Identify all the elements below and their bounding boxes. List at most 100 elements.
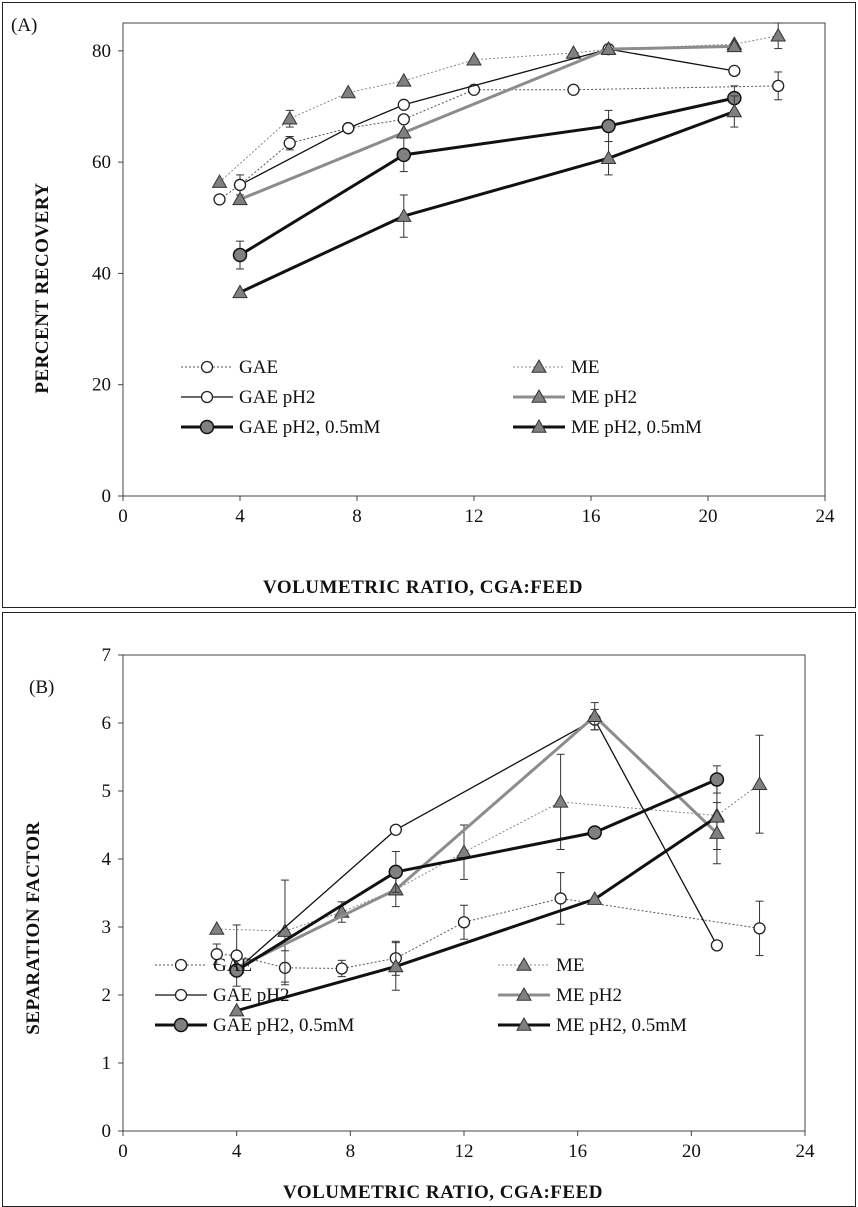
legend-label: ME xyxy=(571,357,600,378)
legend-item: GAE pH2 xyxy=(155,985,290,1006)
data-point xyxy=(395,208,412,222)
legend-swatch-marker xyxy=(516,1016,532,1031)
data-point xyxy=(232,191,248,206)
plot-area-b xyxy=(122,654,806,1132)
x-tick-label: 0 xyxy=(118,506,128,527)
y-tick-label: 7 xyxy=(102,645,112,666)
legend-label: ME pH2 xyxy=(571,387,637,408)
legend-label: GAE pH2 xyxy=(239,387,316,408)
x-tick-label: 16 xyxy=(568,1141,587,1162)
data-point xyxy=(388,864,404,880)
series-line xyxy=(219,85,779,200)
series-line xyxy=(236,718,718,971)
y-axis-title-a: PERCENT RECOVERY xyxy=(32,182,53,393)
legend-swatch-marker xyxy=(531,418,547,433)
y-tick-label: 6 xyxy=(102,713,112,734)
legend-label: GAE pH2, 0.5mM xyxy=(213,1015,355,1036)
data-point xyxy=(709,808,725,823)
x-tick-label: 4 xyxy=(232,1141,242,1162)
data-point xyxy=(552,793,569,808)
data-point xyxy=(586,708,603,722)
data-point xyxy=(395,72,412,87)
series-5 xyxy=(229,765,725,978)
legend-swatch-marker xyxy=(531,358,547,373)
series-5 xyxy=(232,85,742,270)
data-point xyxy=(457,916,471,929)
data-point xyxy=(600,41,617,55)
series-6 xyxy=(232,95,743,299)
series-line xyxy=(216,783,760,932)
y-tick-label: 0 xyxy=(102,1121,112,1142)
x-axis-title-b: VOLUMETRIC RATIO, CGA:FEED xyxy=(283,1182,603,1203)
legend-item: GAE xyxy=(155,955,252,976)
x-tick-label: 4 xyxy=(235,506,245,527)
y-axis-title-b: SEPARATION FACTOR xyxy=(23,821,44,1034)
series-1 xyxy=(213,71,785,206)
y-tick-label: 1 xyxy=(102,1053,112,1074)
chart-a-svg: (A) VOLUMETRIC RATIO, CGA:FEED PERCENT R… xyxy=(11,15,836,598)
series-line xyxy=(236,815,718,1013)
data-point xyxy=(389,823,402,836)
legend-swatch-marker xyxy=(516,986,532,1001)
chart-panel-b: (B) VOLUMETRIC RATIO, CGA:FEED SEPARATIO… xyxy=(2,612,856,1207)
y-tick-label: 20 xyxy=(92,375,111,396)
x-tick-label: 24 xyxy=(796,1141,816,1162)
legend-item: ME pH2 xyxy=(513,387,637,408)
chart-panel-a: (A) VOLUMETRIC RATIO, CGA:FEED PERCENT R… xyxy=(2,2,856,608)
data-point xyxy=(466,51,482,66)
x-tick-label: 8 xyxy=(352,506,362,527)
data-point xyxy=(567,83,580,96)
y-tick-label: 4 xyxy=(102,849,112,870)
data-point xyxy=(335,962,348,975)
series-line xyxy=(239,48,735,186)
data-point xyxy=(753,922,766,935)
x-tick-label: 20 xyxy=(699,506,718,527)
x-tick-label: 12 xyxy=(455,1141,474,1162)
legend-label: GAE xyxy=(239,357,278,378)
data-point xyxy=(277,923,293,937)
data-point xyxy=(710,939,724,952)
data-point xyxy=(772,79,785,93)
data-point xyxy=(211,174,228,188)
x-tick-label: 16 xyxy=(582,506,601,527)
legend-item: ME pH2, 0.5mM xyxy=(513,417,702,438)
data-point xyxy=(396,147,412,163)
series-line xyxy=(236,714,718,970)
data-point xyxy=(456,844,472,858)
y-tick-label: 2 xyxy=(102,985,112,1006)
y-tick-label: 60 xyxy=(92,152,111,173)
legend-item: GAE pH2, 0.5mM xyxy=(155,1015,355,1036)
panel-label-b: (B) xyxy=(29,677,54,698)
legend-label: ME pH2, 0.5mM xyxy=(571,417,702,438)
data-point xyxy=(751,776,768,790)
x-tick-label: 8 xyxy=(346,1141,356,1162)
data-point xyxy=(283,137,296,150)
data-point xyxy=(232,284,248,299)
legend-item: ME pH2 xyxy=(498,985,622,1006)
legend-swatch-marker xyxy=(174,958,188,972)
series-4 xyxy=(232,38,743,206)
legend-swatch-marker xyxy=(199,419,215,435)
data-point xyxy=(554,892,567,905)
data-point xyxy=(726,38,743,53)
series-line xyxy=(239,44,735,201)
x-tick-label: 20 xyxy=(682,1141,701,1162)
legend-item: ME xyxy=(513,357,600,378)
series-3 xyxy=(233,43,741,196)
y-tick-label: 5 xyxy=(102,781,112,802)
x-tick-label: 0 xyxy=(118,1141,128,1162)
legend-item: GAE pH2, 0.5mM xyxy=(181,417,381,438)
data-point xyxy=(208,921,225,935)
legend-label: GAE pH2, 0.5mM xyxy=(239,417,381,438)
legend-item: GAE pH2 xyxy=(181,387,316,408)
x-tick-label: 24 xyxy=(816,506,836,527)
series-6 xyxy=(228,808,725,1017)
data-point xyxy=(228,1002,245,1017)
series-1 xyxy=(210,872,766,987)
data-point xyxy=(229,963,244,978)
data-point xyxy=(387,958,404,973)
y-tick-label: 3 xyxy=(102,917,112,938)
data-point xyxy=(728,64,741,78)
legend-swatch-marker xyxy=(174,988,188,1002)
legend-label: GAE pH2 xyxy=(213,985,290,1006)
